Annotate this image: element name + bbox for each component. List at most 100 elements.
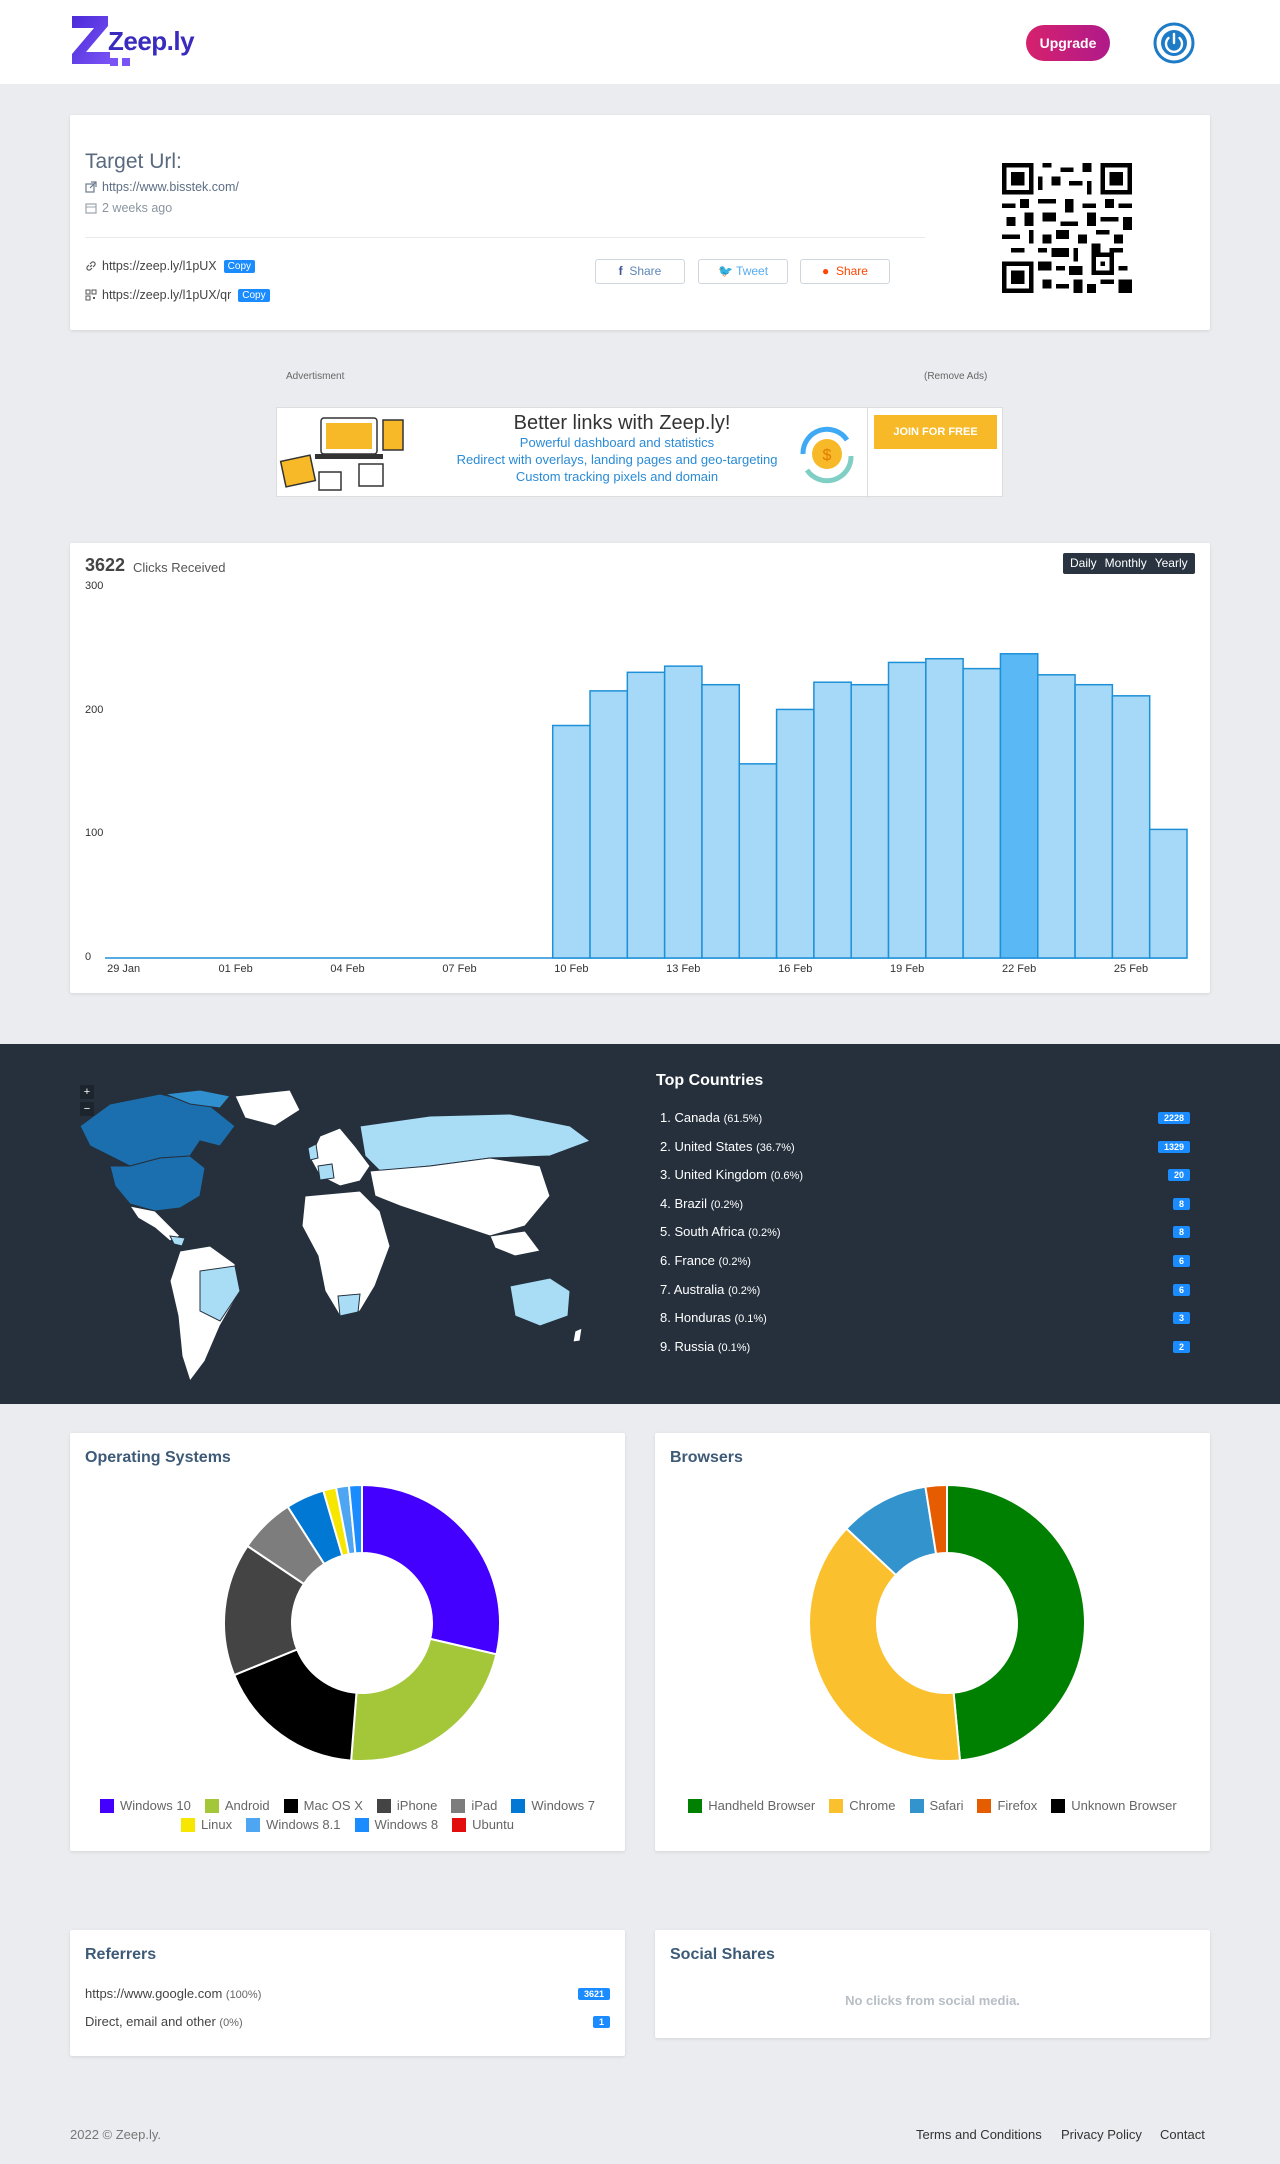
- country-greenland[interactable]: [234, 1089, 301, 1127]
- country-africa[interactable]: [301, 1190, 391, 1317]
- referrer-count-badge: 1: [592, 2016, 610, 2028]
- world-map[interactable]: [70, 1086, 610, 1406]
- browser-legend-item[interactable]: Unknown Browser: [1051, 1798, 1177, 1813]
- bar-12-feb[interactable]: [626, 671, 666, 959]
- country-brazil[interactable]: [199, 1265, 241, 1322]
- map-zoom-out-button[interactable]: −: [80, 1102, 94, 1116]
- browser-legend-item[interactable]: Firefox: [977, 1798, 1037, 1813]
- country-europe[interactable]: [309, 1127, 371, 1187]
- country-row[interactable]: 6. France (0.2%) 6: [660, 1253, 1190, 1273]
- browser-legend-item[interactable]: Handheld Browser: [688, 1798, 815, 1813]
- target-url[interactable]: https://www.bisstek.com/: [102, 180, 239, 194]
- facebook-share-button[interactable]: f Share: [595, 259, 685, 284]
- country-row[interactable]: 3. United Kingdom (0.6%) 20: [660, 1167, 1190, 1187]
- country-asia[interactable]: [369, 1157, 551, 1237]
- map-zoom-in-button[interactable]: +: [80, 1085, 94, 1099]
- bar-10-feb[interactable]: [551, 724, 591, 959]
- privacy-link[interactable]: Privacy Policy: [1061, 2127, 1142, 2142]
- browser-slice-chrome[interactable]: [808, 1527, 962, 1762]
- bar-21-feb[interactable]: [962, 667, 1002, 959]
- bar-25-feb[interactable]: [1111, 695, 1151, 959]
- os-legend-item[interactable]: Windows 7: [511, 1798, 595, 1813]
- copy-short-url-button[interactable]: Copy: [223, 259, 256, 273]
- legend-label: iPhone: [396, 1798, 438, 1813]
- bar-13-feb[interactable]: [663, 665, 703, 959]
- os-legend-item[interactable]: Windows 8.1: [246, 1817, 341, 1832]
- bar-19-feb[interactable]: [887, 661, 927, 959]
- created-row: 2 weeks ago: [85, 201, 172, 215]
- referrer-row[interactable]: https://www.google.com (100%) 3621: [85, 1986, 610, 2006]
- country-russia[interactable]: [359, 1113, 592, 1172]
- country-greenland-north[interactable]: [164, 1089, 231, 1109]
- created-time: 2 weeks ago: [102, 201, 173, 215]
- country-southeast-asia[interactable]: [489, 1230, 541, 1257]
- bar-18-feb[interactable]: [850, 683, 890, 959]
- bar-17-feb[interactable]: [813, 681, 852, 959]
- reddit-share-button[interactable]: ● Share: [800, 259, 890, 284]
- reddit-share-label: Share: [835, 264, 868, 278]
- calendar-icon: [85, 203, 97, 214]
- os-legend-item[interactable]: iPad: [451, 1798, 497, 1813]
- country-row[interactable]: 4. Brazil (0.2%) 8: [660, 1196, 1190, 1216]
- country-honduras[interactable]: [169, 1235, 186, 1247]
- period-daily[interactable]: Daily: [1070, 556, 1097, 570]
- bar-15-feb[interactable]: [738, 763, 778, 959]
- twitter-share-button[interactable]: 🐦 Tweet: [698, 259, 788, 284]
- browser-legend-item[interactable]: Safari: [909, 1798, 963, 1813]
- os-legend-item[interactable]: Linux: [181, 1817, 232, 1832]
- copy-qr-url-button[interactable]: Copy: [238, 288, 270, 302]
- country-united-states[interactable]: [109, 1155, 206, 1212]
- country-row[interactable]: 7. Australia (0.2%) 6: [660, 1282, 1190, 1302]
- country-percent: (61.5%): [723, 1113, 763, 1125]
- remove-ads-link[interactable]: (Remove Ads): [924, 371, 988, 382]
- ad-banner[interactable]: Better links with Zeep.ly! Powerful dash…: [276, 407, 1003, 498]
- bar-22-feb[interactable]: [999, 653, 1039, 959]
- country-south-africa[interactable]: [337, 1293, 361, 1317]
- browser-legend-item[interactable]: Chrome: [829, 1798, 896, 1813]
- period-monthly[interactable]: Monthly: [1104, 556, 1147, 570]
- browsers-title: Browsers: [670, 1449, 743, 1466]
- browser-slice-handheld-browser[interactable]: [946, 1483, 1086, 1762]
- country-new-zealand[interactable]: [572, 1327, 583, 1343]
- terms-link[interactable]: Terms and Conditions: [916, 2127, 1042, 2142]
- period-yearly[interactable]: Yearly: [1154, 556, 1188, 570]
- country-count-badge: 2228: [1157, 1112, 1190, 1124]
- os-legend-item[interactable]: Android: [204, 1798, 270, 1813]
- os-legend-item[interactable]: Windows 8: [354, 1817, 438, 1832]
- bar-16-feb[interactable]: [775, 708, 815, 959]
- os-legend-item[interactable]: Ubuntu: [452, 1817, 514, 1832]
- browser-slice-firefox[interactable]: [924, 1483, 948, 1556]
- bar-26-feb[interactable]: [1148, 828, 1188, 959]
- country-row[interactable]: 1. Canada (61.5%) 2228: [660, 1110, 1190, 1130]
- power-icon[interactable]: [1153, 22, 1195, 64]
- os-slice-windows-8[interactable]: [347, 1483, 363, 1555]
- country-name: 3. United Kingdom: [660, 1167, 771, 1183]
- os-slice-android[interactable]: [350, 1637, 498, 1762]
- zeeply-logo[interactable]: [70, 14, 190, 72]
- country-united-kingdom[interactable]: [307, 1143, 319, 1161]
- bar-11-feb[interactable]: [589, 690, 629, 959]
- country-france[interactable]: [317, 1163, 335, 1181]
- upgrade-button[interactable]: Upgrade: [1026, 25, 1110, 61]
- bar-20-feb[interactable]: [925, 657, 964, 959]
- bar-14-feb[interactable]: [701, 683, 741, 959]
- os-legend-item[interactable]: Windows 10: [100, 1798, 191, 1813]
- country-row[interactable]: 8. Honduras (0.1%) 3: [660, 1310, 1190, 1330]
- os-legend-item[interactable]: iPhone: [376, 1798, 438, 1813]
- country-australia[interactable]: [509, 1277, 571, 1327]
- os-legend-item[interactable]: Mac OS X: [283, 1798, 363, 1813]
- country-row[interactable]: 5. South Africa (0.2%) 8: [660, 1224, 1190, 1244]
- bar-24-feb[interactable]: [1074, 683, 1114, 959]
- referrer-row[interactable]: Direct, email and other (0%) 1: [85, 2014, 610, 2034]
- country-mexico[interactable]: [128, 1205, 181, 1242]
- country-canada[interactable]: [79, 1093, 236, 1167]
- country-name: 4. Brazil: [660, 1195, 711, 1211]
- bar-23-feb[interactable]: [1037, 674, 1076, 959]
- os-slice-windows-10[interactable]: [361, 1483, 501, 1656]
- contact-link[interactable]: Contact: [1160, 2127, 1205, 2142]
- country-row[interactable]: 2. United States (36.7%) 1329: [660, 1139, 1190, 1159]
- country-row[interactable]: 9. Russia (0.1%) 2: [660, 1339, 1190, 1359]
- legend-swatch: [688, 1798, 703, 1813]
- join-for-free-button[interactable]: JOIN FOR FREE: [874, 415, 997, 449]
- target-url-row[interactable]: https://www.bisstek.com/: [85, 180, 239, 194]
